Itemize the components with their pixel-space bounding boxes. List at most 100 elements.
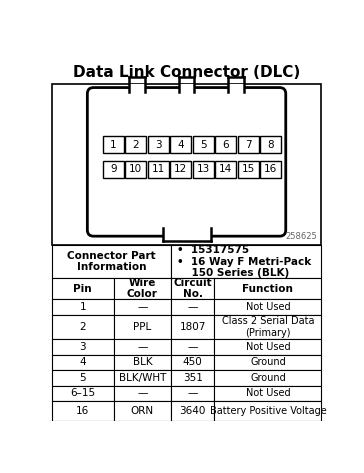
Text: •  15317575
•  16 Way F Metri-Pack
    150 Series (BLK): • 15317575 • 16 Way F Metri-Pack 150 Ser…	[177, 245, 312, 278]
Bar	[148, 136, 169, 153]
Bar	[170, 161, 191, 178]
Text: 3: 3	[155, 140, 162, 149]
Text: 12: 12	[174, 164, 187, 174]
Text: —: —	[187, 302, 198, 312]
Bar	[114, 370, 171, 385]
Text: 16: 16	[264, 164, 277, 174]
Bar	[52, 355, 114, 370]
Bar	[260, 136, 281, 153]
Bar	[114, 315, 171, 339]
Text: BLK/WHT: BLK/WHT	[119, 373, 166, 383]
Bar	[52, 278, 114, 299]
Bar	[114, 401, 171, 421]
Text: —: —	[187, 388, 198, 398]
Text: Not Used: Not Used	[246, 342, 290, 352]
Bar	[171, 245, 321, 278]
Bar	[214, 278, 321, 299]
Bar	[171, 278, 214, 299]
Text: 5: 5	[200, 140, 206, 149]
Text: Ground: Ground	[250, 358, 286, 368]
Text: 351: 351	[183, 373, 203, 383]
Text: 5: 5	[79, 373, 86, 383]
Text: BLK: BLK	[132, 358, 152, 368]
Text: 2: 2	[132, 140, 139, 149]
Bar	[215, 161, 236, 178]
Text: 11: 11	[152, 164, 165, 174]
Text: 4: 4	[79, 358, 86, 368]
Text: 8: 8	[267, 140, 274, 149]
Text: 9: 9	[110, 164, 116, 174]
Bar	[103, 136, 124, 153]
Bar	[171, 299, 214, 315]
Bar	[171, 339, 214, 355]
Bar	[228, 85, 244, 92]
Bar	[103, 161, 124, 178]
Text: 1: 1	[79, 302, 86, 312]
Bar	[171, 370, 214, 385]
Bar	[52, 245, 171, 278]
Text: Not Used: Not Used	[246, 302, 290, 312]
Text: Function: Function	[242, 283, 293, 294]
Bar	[214, 370, 321, 385]
Text: 13: 13	[197, 164, 210, 174]
Text: 4: 4	[177, 140, 184, 149]
Text: Connector Part
Information: Connector Part Information	[67, 251, 156, 272]
Bar	[214, 355, 321, 370]
Bar	[171, 355, 214, 370]
Text: —: —	[137, 302, 147, 312]
Text: 6–15: 6–15	[70, 388, 95, 398]
Text: PPL: PPL	[133, 322, 151, 332]
Bar	[238, 161, 259, 178]
Bar	[52, 315, 114, 339]
Bar	[215, 136, 236, 153]
Text: 1807: 1807	[179, 322, 206, 332]
Text: —: —	[137, 342, 147, 352]
Text: 16: 16	[76, 406, 89, 416]
Text: 6: 6	[222, 140, 229, 149]
Bar	[52, 370, 114, 385]
Text: 7: 7	[245, 140, 252, 149]
Bar	[214, 299, 321, 315]
Text: Circuit
No.: Circuit No.	[173, 278, 212, 299]
Bar	[179, 85, 194, 92]
Bar	[171, 315, 214, 339]
Bar	[52, 84, 321, 245]
Text: 10: 10	[129, 164, 142, 174]
Bar	[125, 136, 146, 153]
Text: —: —	[137, 388, 147, 398]
Text: Wire
Color: Wire Color	[127, 278, 158, 299]
Text: 1: 1	[110, 140, 116, 149]
Text: 14: 14	[219, 164, 232, 174]
Bar	[214, 401, 321, 421]
Bar	[162, 227, 211, 241]
Text: 450: 450	[183, 358, 203, 368]
Text: —: —	[187, 342, 198, 352]
Bar	[52, 401, 114, 421]
Bar	[193, 136, 214, 153]
Bar	[52, 385, 114, 401]
Bar	[214, 385, 321, 401]
Bar	[114, 339, 171, 355]
Text: Battery Positive Voltage: Battery Positive Voltage	[210, 406, 326, 416]
FancyBboxPatch shape	[87, 88, 286, 236]
Text: ORN: ORN	[131, 406, 154, 416]
Text: 2: 2	[79, 322, 86, 332]
Text: Ground: Ground	[250, 373, 286, 383]
Text: 3: 3	[79, 342, 86, 352]
Bar	[129, 85, 145, 92]
Bar	[214, 315, 321, 339]
Bar	[114, 355, 171, 370]
Bar	[171, 401, 214, 421]
Bar	[125, 161, 146, 178]
Bar	[114, 299, 171, 315]
Text: Not Used: Not Used	[246, 388, 290, 398]
Bar	[171, 385, 214, 401]
Bar	[238, 136, 259, 153]
Bar	[170, 136, 191, 153]
Bar	[214, 339, 321, 355]
Text: 15: 15	[242, 164, 255, 174]
Bar	[148, 161, 169, 178]
Bar	[114, 385, 171, 401]
Bar	[114, 278, 171, 299]
Text: Class 2 Serial Data
(Primary): Class 2 Serial Data (Primary)	[222, 316, 314, 338]
